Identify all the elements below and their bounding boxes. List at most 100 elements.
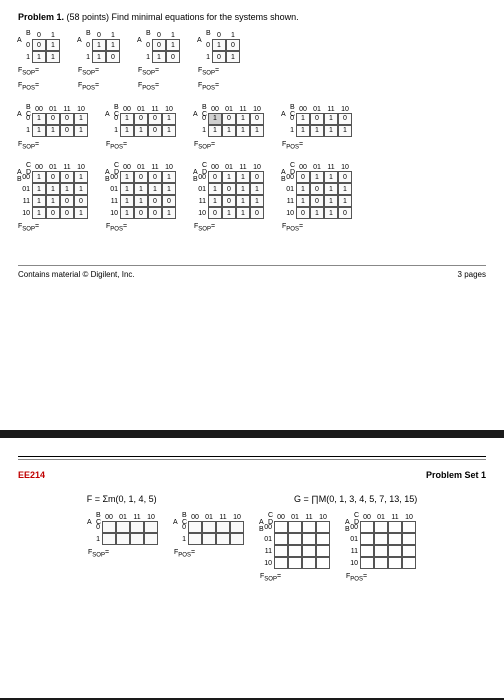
kmap-cell <box>388 557 402 569</box>
fsop-label: FSOP= <box>198 66 219 78</box>
row-label: 11 <box>18 195 32 207</box>
fsop-label: FSOP= <box>260 572 281 584</box>
kmap-cell: 1 <box>162 183 176 195</box>
row-label: 01 <box>282 183 296 195</box>
kmap-cell <box>360 557 374 569</box>
kmap-4x4: C DA B 0001111000011110FSOP= <box>260 514 330 584</box>
kmap-cell: 0 <box>60 113 74 125</box>
kmap-cell: 1 <box>120 113 134 125</box>
kmap-cell: 1 <box>236 113 250 125</box>
kmap-cell: 1 <box>74 171 88 183</box>
kmap-cell <box>216 533 230 545</box>
fsop-label: FSOP= <box>18 222 39 234</box>
kmap-cell <box>360 521 374 533</box>
kmap-cell <box>216 521 230 533</box>
kmap-cell: 1 <box>162 207 176 219</box>
kmap-cell: 1 <box>296 113 310 125</box>
kmap-cell: 1 <box>236 125 250 137</box>
kmap-cell: 0 <box>60 125 74 137</box>
kmap-cell: 0 <box>296 171 310 183</box>
kmap-cell: 0 <box>250 171 264 183</box>
kmap-cell: 0 <box>310 195 324 207</box>
kmap-cell <box>316 521 330 533</box>
kmap-cell: 1 <box>120 171 134 183</box>
row-label: 11 <box>194 195 208 207</box>
kmap-cell: 1 <box>92 39 106 51</box>
kmap-4x4: C DA B 00011110000110011011111011100110F… <box>194 164 264 234</box>
row-label: 1 <box>174 533 188 545</box>
footer-left: Contains material © Digilent, Inc. <box>18 270 135 279</box>
kmap-cell: 1 <box>74 113 88 125</box>
equation-f: F = Σm(0, 1, 4, 5) <box>87 494 157 504</box>
kmap-cell <box>374 545 388 557</box>
kmap-cell: 0 <box>134 171 148 183</box>
kmap-cell: 1 <box>338 125 352 137</box>
row-label: 1 <box>198 51 212 63</box>
row-label: 11 <box>106 195 120 207</box>
kmap-cell: 1 <box>134 195 148 207</box>
row-label: 1 <box>78 51 92 63</box>
kmap-cell: 0 <box>338 171 352 183</box>
kmap-cell: 0 <box>148 113 162 125</box>
kmap-cell <box>116 521 130 533</box>
kmap-cell: 1 <box>46 183 60 195</box>
row-label: 10 <box>282 207 296 219</box>
kmap-cell: 1 <box>46 51 60 63</box>
kmap-cell: 0 <box>310 183 324 195</box>
page-2: EE214 Problem Set 1 F = Σm(0, 1, 4, 5) G… <box>0 438 504 698</box>
kmap-cell: 1 <box>324 113 338 125</box>
kmap-cell: 0 <box>60 195 74 207</box>
col-headers: 00011110 <box>32 164 88 171</box>
col-headers: 00011110 <box>188 514 244 521</box>
kmap-cell: 1 <box>60 183 74 195</box>
fpos-label: FPOS= <box>346 572 367 584</box>
kmap-cell: 1 <box>324 183 338 195</box>
kmap-cell: 1 <box>134 183 148 195</box>
kmap-cell <box>402 521 416 533</box>
kmap-cell: 1 <box>32 125 46 137</box>
kmap-cell: 0 <box>338 113 352 125</box>
kmap-cell: 1 <box>236 171 250 183</box>
kmap-cell: 0 <box>310 113 324 125</box>
col-headers: 00011110 <box>208 106 264 113</box>
kmap-cell: 0 <box>152 39 166 51</box>
row-label: 01 <box>106 183 120 195</box>
kmap-cell: 0 <box>148 195 162 207</box>
row-label: 10 <box>346 557 360 569</box>
fpos-label: FPOS= <box>18 81 39 93</box>
row-label: 10 <box>106 207 120 219</box>
kmap-cell: 1 <box>120 125 134 137</box>
fpos-label: FPOS= <box>282 222 303 234</box>
kmap-cell: 1 <box>296 125 310 137</box>
problem-title: Problem 1. (58 points) Find minimal equa… <box>18 12 486 22</box>
fsop-label: FSOP= <box>138 66 159 78</box>
kmap-cell: 1 <box>338 195 352 207</box>
kmap-2x4: B CA 000111100100111101FSOP= <box>18 106 88 152</box>
col-headers: 01 <box>152 32 180 39</box>
kmap-cell: 0 <box>46 113 60 125</box>
kmap-cell <box>388 521 402 533</box>
kmap-cell: 1 <box>152 51 166 63</box>
kmap-cell: 1 <box>222 171 236 183</box>
problem-set-title: Problem Set 1 <box>426 470 486 480</box>
row-label: 01 <box>18 183 32 195</box>
fpos-label: FPOS= <box>282 140 303 152</box>
kmap-cell <box>288 557 302 569</box>
equation-g: G = ∏M(0, 1, 3, 4, 5, 7, 13, 15) <box>294 494 417 504</box>
kmap-cell: 1 <box>32 183 46 195</box>
kmap-cell: 0 <box>222 195 236 207</box>
row-label: 10 <box>18 207 32 219</box>
kmap-4x4: C DA B 00011110001001011111111100101001F… <box>18 164 88 234</box>
kmap-cell <box>188 521 202 533</box>
kmap-cell <box>144 533 158 545</box>
col-headers: 01 <box>212 32 240 39</box>
equation-row: F = Σm(0, 1, 4, 5) G = ∏M(0, 1, 3, 4, 5,… <box>18 494 486 504</box>
kmap-cell <box>202 533 216 545</box>
row-label: 11 <box>260 545 274 557</box>
kmap-cell <box>374 533 388 545</box>
kmap-cell: 0 <box>134 113 148 125</box>
kmap-cell: 0 <box>32 39 46 51</box>
kmap-cell: 0 <box>106 51 120 63</box>
divider <box>18 459 486 460</box>
kmap-cell <box>302 557 316 569</box>
